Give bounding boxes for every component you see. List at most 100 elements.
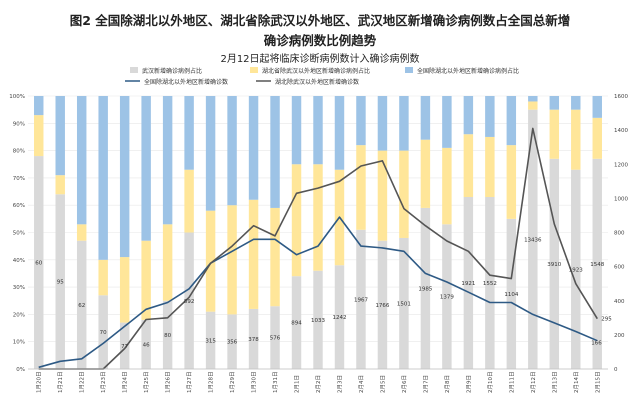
data-label: 46	[143, 342, 150, 348]
data-label: 1033	[311, 318, 325, 324]
bar-segment-national-ex-hubei	[313, 96, 323, 165]
x-tick-label: 2月9日	[465, 375, 472, 393]
legend-swatch-national-ex-hubei	[405, 67, 413, 73]
bar-segment-wuhan	[98, 295, 108, 369]
legend-swatch-hubei-ex-wuhan	[250, 67, 258, 73]
bar-segment-wuhan	[313, 270, 323, 369]
bar-segment-national-ex-hubei	[227, 96, 237, 206]
bar-segment-hubei-ex-wuhan	[399, 150, 409, 238]
bar-segment-national-ex-hubei	[571, 96, 581, 110]
bar-segment-hubei-ex-wuhan	[571, 109, 581, 170]
bar-segment-wuhan	[76, 240, 87, 369]
bar-segment-hubei-ex-wuhan	[291, 164, 302, 277]
x-tick-label: 2月14日	[573, 372, 580, 394]
bar-segment-hubei-ex-wuhan	[184, 169, 194, 233]
legend-swatch-wuhan	[130, 67, 138, 73]
bar-segment-wuhan	[184, 232, 194, 369]
data-label: 1379	[440, 295, 454, 301]
x-tick-label: 2月7日	[422, 375, 429, 393]
bar-segment-national-ex-hubei	[485, 96, 495, 137]
bar-segment-national-ex-hubei	[334, 96, 345, 170]
chart-subtitle: 2月12日起将临床诊断病例数计入确诊病例数	[220, 52, 419, 65]
bar-segment-national-ex-hubei	[463, 96, 474, 135]
chart-title-line1: 图2 全国除湖北以外地区、湖北省除武汉以外地区、武汉地区新增确诊病例数占全国总新…	[70, 13, 571, 28]
x-tick-label: 2月1日	[294, 375, 301, 393]
legend-label-hubei-ex-wuhan: 湖北省除武汉以外地区新增确诊病例占比	[262, 67, 370, 75]
x-tick-label: 2月8日	[444, 375, 451, 393]
bar-segment-hubei-ex-wuhan	[485, 136, 495, 198]
bar-segment-hubei-ex-wuhan	[76, 224, 87, 241]
bar-segment-hubei-ex-wuhan	[227, 205, 237, 315]
bar-segment-wuhan	[205, 311, 216, 369]
bar-segment-national-ex-hubei	[420, 96, 431, 140]
left-tick-label: 50%	[13, 231, 25, 237]
right-tick-label: 1400	[614, 128, 628, 134]
right-tick-label: 1000	[614, 196, 628, 202]
bar-segment-wuhan	[571, 169, 581, 369]
bar-segment-national-ex-hubei	[55, 96, 65, 176]
bar-segment-wuhan	[399, 237, 409, 369]
data-label: 1923	[569, 267, 583, 273]
bar-segment-hubei-ex-wuhan	[98, 259, 108, 296]
data-labels: 60 95 62 70 77 46 80 892 315 356 378 576 894 1033 1242…	[35, 237, 612, 349]
data-label: 95	[57, 280, 64, 286]
x-tick-label: 1月20日	[36, 372, 43, 394]
x-tick-label: 1月21日	[57, 372, 64, 394]
bar-segment-hubei-ex-wuhan	[34, 115, 44, 157]
left-axis: 0% 10% 20% 30% 40% 50% 60% 70% 80% 90% 100%	[9, 94, 25, 373]
data-label: 60	[35, 261, 42, 267]
bar-segment-wuhan	[485, 197, 495, 369]
legend-label-national-ex-hubei: 全国除湖北以外地区新增确诊病例占比	[417, 67, 519, 75]
left-tick-label: 80%	[13, 149, 25, 155]
right-tick-label: 600	[614, 265, 625, 271]
bar-segment-hubei-ex-wuhan	[442, 147, 452, 225]
legend-label-wuhan: 武汉新增确诊病例占比	[142, 67, 202, 75]
x-tick-label: 1月29日	[229, 372, 236, 394]
bar-segment-wuhan	[377, 240, 388, 369]
data-label: 80	[164, 333, 171, 339]
bar-segment-national-ex-hubei	[98, 96, 108, 260]
data-label: 1548	[590, 262, 604, 268]
bar-segment-national-ex-hubei	[119, 96, 130, 258]
bar-segment-national-ex-hubei	[399, 96, 409, 151]
bar-segment-hubei-ex-wuhan	[270, 207, 280, 307]
bar-segment-wuhan	[442, 224, 452, 369]
right-tick-label: 400	[614, 299, 625, 305]
bar-segment-hubei-ex-wuhan	[528, 101, 538, 110]
data-label: 1985	[418, 286, 432, 292]
bar-segment-wuhan	[420, 207, 431, 369]
x-tick-label: 2月12日	[530, 372, 537, 394]
right-tick-label: 1200	[614, 162, 628, 168]
right-tick-label: 800	[614, 231, 625, 237]
bar-segment-wuhan	[141, 319, 151, 369]
left-tick-label: 60%	[13, 203, 25, 209]
x-tick-label: 2月5日	[379, 375, 386, 393]
x-tick-label: 1月24日	[122, 372, 129, 394]
x-tick-label: 1月28日	[208, 372, 215, 394]
data-label: 1242	[332, 315, 346, 321]
data-label: 894	[291, 321, 302, 327]
bar-segment-wuhan	[592, 158, 602, 369]
left-tick-label: 30%	[13, 285, 25, 291]
x-tick-label: 2月6日	[401, 375, 408, 393]
bar-segment-hubei-ex-wuhan	[377, 150, 388, 241]
bar-segment-wuhan	[356, 229, 366, 369]
bar-segment-wuhan	[34, 156, 44, 369]
bar-segment-wuhan	[227, 314, 237, 369]
x-tick-label: 2月11日	[508, 372, 515, 394]
left-tick-label: 20%	[13, 312, 25, 318]
x-tick-label: 2月4日	[358, 375, 365, 393]
x-tick-label: 1月25日	[143, 372, 150, 394]
bar-segment-national-ex-hubei	[270, 96, 280, 208]
bar-segment-national-ex-hubei	[356, 96, 366, 146]
bar-segment-national-ex-hubei	[248, 96, 259, 200]
bar-segment-national-ex-hubei	[549, 96, 560, 110]
bar-segment-wuhan	[549, 158, 560, 369]
data-label: 13436	[524, 237, 542, 243]
left-tick-label: 10%	[13, 340, 25, 346]
bar-segment-wuhan	[463, 197, 474, 369]
bar-segment-wuhan	[162, 300, 173, 369]
data-label: 1766	[375, 303, 389, 309]
bar-segment-national-ex-hubei	[76, 96, 87, 225]
